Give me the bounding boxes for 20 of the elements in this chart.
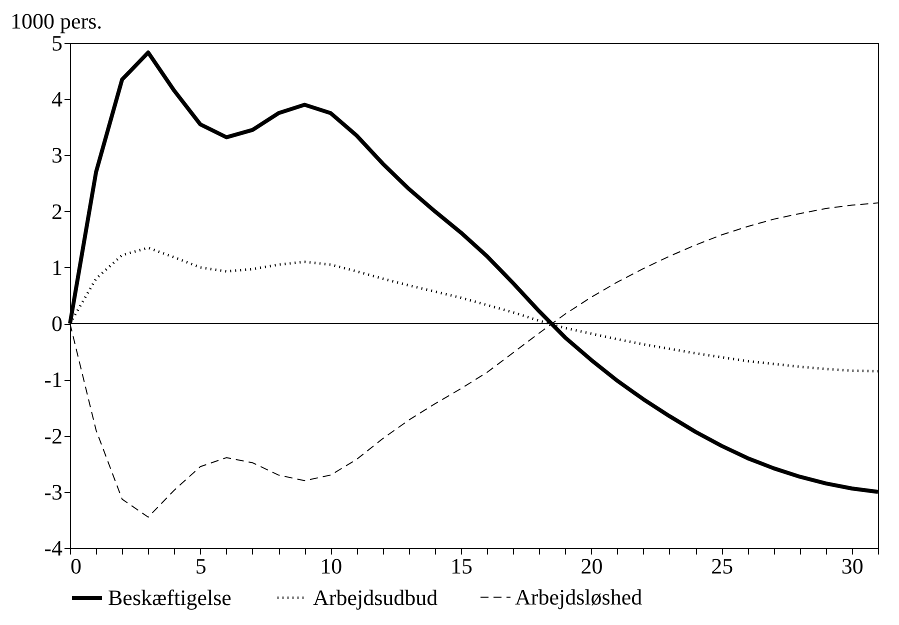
y-tick-label: 2 [52, 198, 62, 224]
legend-label: Arbejdsudbud [313, 584, 438, 610]
x-tick-label: 25 [711, 554, 734, 578]
y-tick-label: -2 [44, 423, 62, 448]
x-tick-label: 20 [580, 554, 603, 578]
y-tick-label: 1 [52, 254, 62, 280]
y-tick-label: -3 [44, 479, 62, 504]
x-tick-label: 5 [195, 554, 206, 578]
y-tick-label: 0 [52, 311, 62, 336]
y-tick-label: -4 [44, 536, 62, 560]
y-axis-title: 1000 pers. [10, 8, 102, 34]
x-tick-label: 10 [320, 554, 342, 578]
y-tick-label: -1 [44, 367, 62, 392]
x-tick-label: 30 [841, 554, 864, 578]
y-tick-label: 3 [52, 142, 62, 168]
legend-label: Arbejdsløshed [515, 584, 642, 610]
legend-label: Beskæftigelse [108, 585, 232, 610]
y-tick-label: 4 [52, 86, 62, 112]
x-tick-label: 15 [450, 554, 472, 578]
x-tick-label: 0 [70, 554, 82, 578]
